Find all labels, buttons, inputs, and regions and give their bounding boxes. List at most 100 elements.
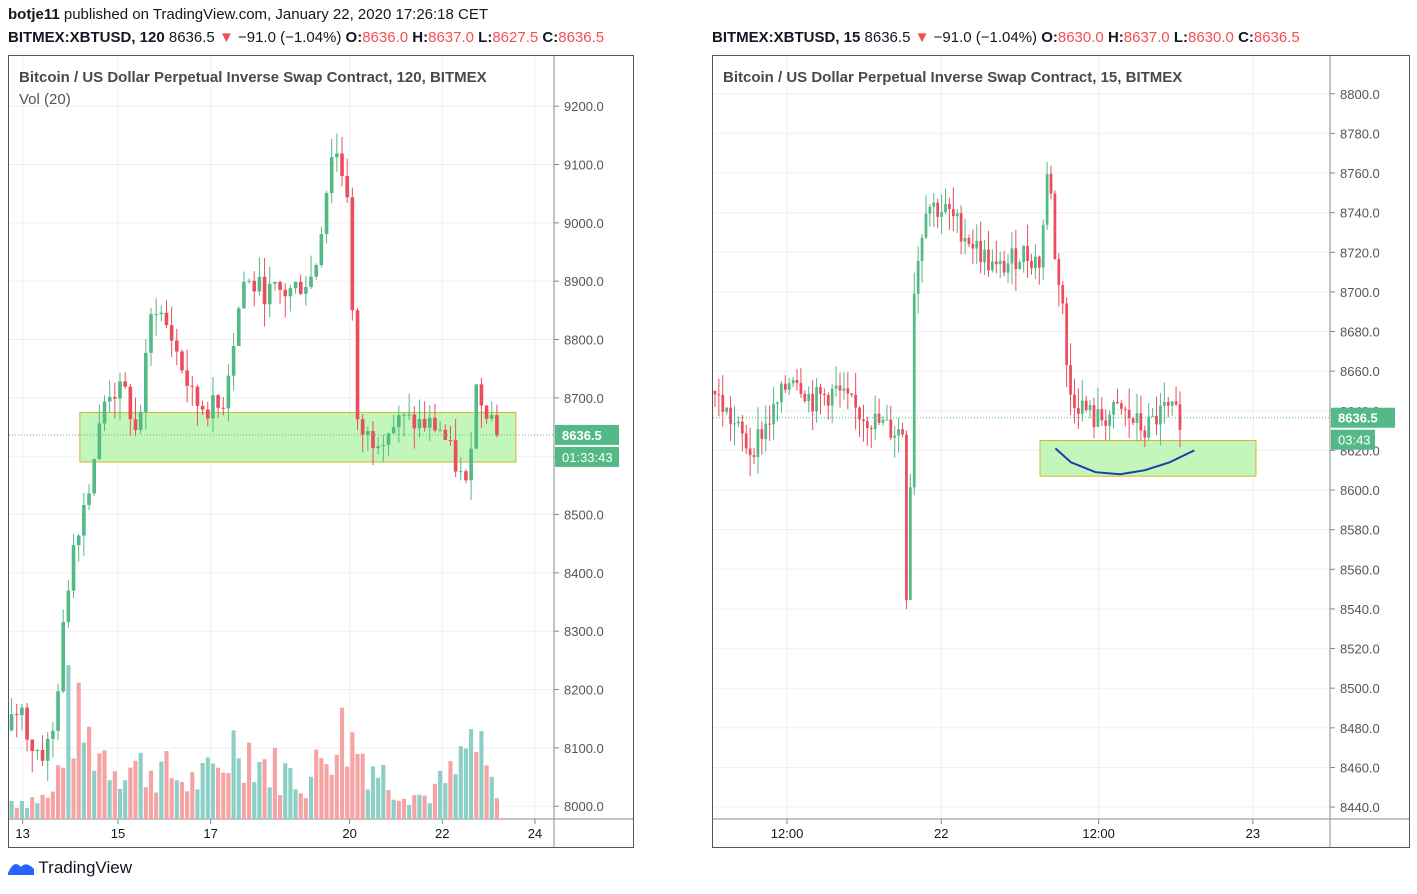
candle-body (967, 238, 971, 244)
y-tick-label: 8500.0 (564, 508, 604, 523)
candle-body (994, 261, 998, 265)
candle-body (164, 312, 169, 326)
volume-bar (365, 789, 370, 819)
volume-bar (92, 770, 97, 819)
left-change: −91.0 (−1.04%) (237, 29, 342, 46)
rounded-bottom-curve[interactable] (1054, 447, 1195, 476)
candle-body (412, 414, 417, 429)
right-chart-svg[interactable]: 8800.0 8780.0 8760.0 8740.0 8720.0 8700.0 8680… (713, 56, 1409, 847)
x-tick-label: 12:00 (771, 826, 804, 841)
countdown-tag (555, 446, 619, 467)
candle-body (40, 749, 45, 761)
candle-body (893, 435, 897, 438)
volume-bar (35, 803, 40, 819)
left-symbol: BITMEX:XBTUSD, 120 (8, 29, 165, 46)
y-tick-label: 8740.0 (1340, 206, 1380, 221)
volume-bar (86, 726, 92, 819)
candle-body (169, 325, 174, 341)
candle-body (469, 448, 473, 481)
footer-brand[interactable]: TradingView (8, 858, 132, 878)
candle-body (764, 423, 768, 440)
volume-bar (128, 767, 133, 819)
candle-body (205, 409, 210, 419)
volume-bar (19, 801, 24, 819)
candle-body (1018, 262, 1022, 269)
candle-body (366, 431, 370, 435)
support-zone-rect[interactable] (79, 411, 517, 463)
candle-body (865, 421, 869, 428)
volume-bar (370, 766, 376, 819)
right-open: 8630.0 (1057, 29, 1104, 46)
candle-body (823, 393, 826, 395)
volume-bar (303, 798, 308, 819)
candle-body (484, 405, 489, 419)
volume-bar (174, 780, 179, 819)
volume-bar (334, 754, 339, 819)
volume-bar (14, 807, 19, 819)
volume-bar (164, 750, 169, 819)
left-chart-panel[interactable]: 9200.09100.09000.08900.08800.08700.08600… (8, 55, 634, 848)
candle-body (1084, 400, 1088, 411)
volume-bar (107, 780, 112, 819)
chart-title: Bitcoin / US Dollar Perpetual Inverse Sw… (723, 69, 1182, 86)
right-last-price: 8636.5 (864, 29, 911, 46)
volume-bar (350, 732, 355, 819)
candle-body (768, 423, 772, 425)
x-tick-label: 17 (203, 826, 217, 841)
volume-bar (345, 766, 350, 819)
support-zone-rect[interactable] (1039, 440, 1257, 477)
candle-body (288, 288, 293, 297)
candle-body (885, 419, 889, 421)
volume-bar (81, 742, 86, 819)
candle-body (725, 407, 729, 412)
candle-body (433, 417, 437, 431)
candle-body (154, 314, 158, 316)
volume-bar (30, 797, 35, 819)
candle-body (983, 249, 986, 263)
candle-body (1162, 402, 1166, 406)
volume-bar (386, 790, 391, 819)
candle-body (231, 346, 236, 376)
candle-body (458, 471, 463, 473)
candle-body (386, 433, 391, 445)
y-tick-label: 8440.0 (1340, 800, 1380, 815)
candle-body (924, 213, 928, 238)
candle-body (1037, 256, 1041, 268)
candle-body (975, 240, 979, 249)
left-chart-svg[interactable]: 9200.09100.09000.08900.08800.08700.08600… (9, 56, 633, 847)
candle-body (916, 260, 920, 294)
volume-bar (185, 791, 190, 819)
y-tick-label: 8900.0 (564, 274, 604, 289)
left-last-price: 8636.5 (168, 29, 215, 46)
low-label: L: (1173, 29, 1188, 46)
x-tick-label: 24 (528, 826, 542, 841)
volume-bar (231, 730, 236, 819)
candle-body (51, 730, 55, 739)
volume-bar (97, 753, 102, 819)
candle-body (748, 448, 752, 456)
candle-body (133, 419, 138, 431)
volume-bar (494, 798, 499, 819)
candle-body (877, 413, 881, 423)
right-chart-panel[interactable]: 8800.0 8780.0 8760.0 8740.0 8720.0 8700.0 8680… (712, 55, 1410, 848)
publisher-username[interactable]: botje11 (8, 6, 60, 23)
candle-body (25, 707, 29, 740)
candle-body (417, 418, 422, 429)
volume-bar (319, 758, 324, 819)
candle-body (1108, 414, 1111, 426)
candle-body (901, 429, 904, 435)
volume-bar (396, 800, 401, 819)
volume-bar (376, 777, 381, 819)
volume-bar (138, 752, 143, 819)
volume-indicator-label[interactable]: Vol (20) (19, 91, 71, 108)
y-tick-label: 8720.0 (1340, 245, 1380, 260)
high-label: H: (412, 29, 429, 46)
candle-body (216, 395, 220, 408)
y-tick-label: 8540.0 (1340, 602, 1380, 617)
candle-body (737, 421, 740, 424)
candle-body (799, 383, 803, 394)
candle-body (61, 622, 66, 692)
candle-body (1100, 409, 1104, 421)
candle-body (846, 388, 850, 394)
candle-body (381, 444, 386, 447)
